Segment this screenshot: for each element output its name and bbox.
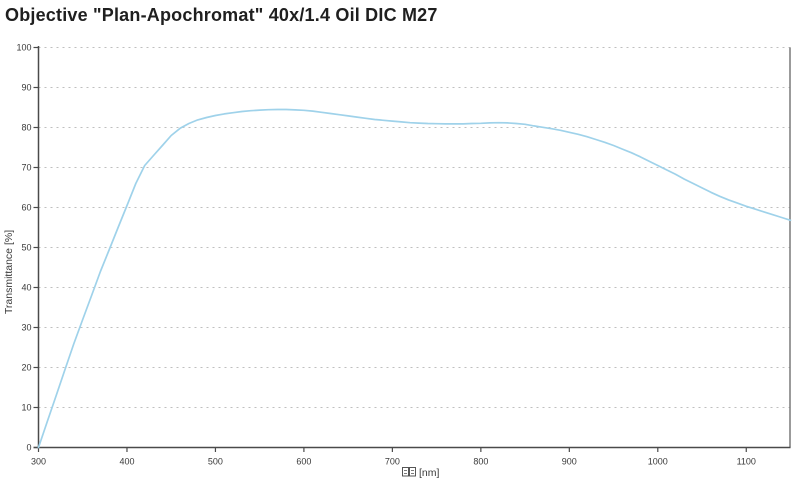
y-tick-label: 0	[26, 443, 31, 453]
y-tick-label: 30	[21, 323, 31, 333]
y-tick-label: 20	[21, 363, 31, 373]
x-tick-label: 300	[31, 457, 46, 467]
x-tick-label: 900	[562, 457, 577, 467]
missing-glyph-icon	[402, 467, 409, 477]
y-tick-label: 70	[21, 163, 31, 173]
x-tick-label: 1100	[737, 457, 756, 467]
x-axis-unit-label: [nm]	[419, 467, 440, 479]
y-tick-label: 50	[21, 243, 31, 253]
y-tick-label: 10	[21, 403, 31, 413]
transmittance-curve	[37, 108, 792, 449]
y-tick-label: 100	[16, 43, 31, 53]
y-tick-label: 80	[21, 123, 31, 133]
x-tick-label: 1000	[648, 457, 668, 467]
x-tick-label: 800	[473, 457, 488, 467]
y-tick-label: 40	[21, 283, 31, 293]
y-tick-label: 90	[21, 83, 31, 93]
chart-title: Objective "Plan-Apochromat" 40x/1.4 Oil …	[5, 5, 438, 25]
x-tick-label: 700	[385, 457, 400, 467]
y-tick-label: 60	[21, 203, 31, 213]
y-axis-title: Transmittance [%]	[3, 230, 15, 314]
x-tick-label: 500	[208, 457, 223, 467]
missing-glyph-icon	[409, 467, 416, 477]
x-tick-label: 400	[119, 457, 134, 467]
x-tick-label: 600	[296, 457, 311, 467]
